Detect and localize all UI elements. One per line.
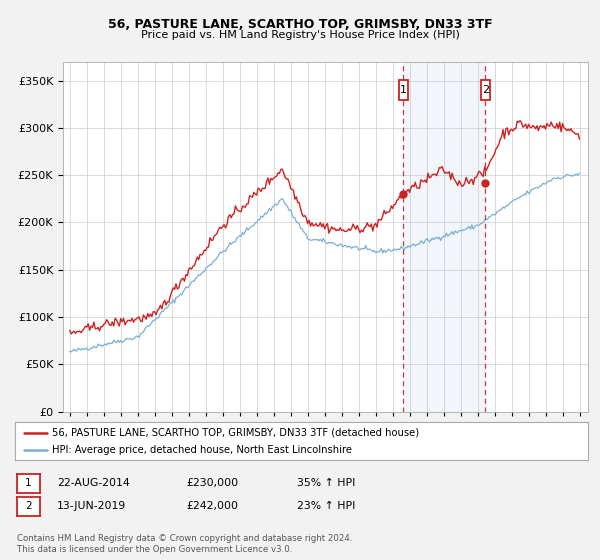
Text: 1: 1	[25, 478, 32, 488]
FancyBboxPatch shape	[399, 80, 408, 100]
Text: 1: 1	[400, 85, 407, 95]
Text: Contains HM Land Registry data © Crown copyright and database right 2024.
This d: Contains HM Land Registry data © Crown c…	[17, 534, 352, 554]
FancyBboxPatch shape	[481, 80, 490, 100]
Text: 13-JUN-2019: 13-JUN-2019	[57, 501, 126, 511]
Text: Price paid vs. HM Land Registry's House Price Index (HPI): Price paid vs. HM Land Registry's House …	[140, 30, 460, 40]
Text: HPI: Average price, detached house, North East Lincolnshire: HPI: Average price, detached house, Nort…	[52, 445, 352, 455]
Text: 56, PASTURE LANE, SCARTHO TOP, GRIMSBY, DN33 3TF: 56, PASTURE LANE, SCARTHO TOP, GRIMSBY, …	[107, 18, 493, 31]
Text: 23% ↑ HPI: 23% ↑ HPI	[297, 501, 355, 511]
Text: £242,000: £242,000	[186, 501, 238, 511]
Text: 35% ↑ HPI: 35% ↑ HPI	[297, 478, 355, 488]
Text: 22-AUG-2014: 22-AUG-2014	[57, 478, 130, 488]
Text: 2: 2	[482, 85, 489, 95]
Text: 56, PASTURE LANE, SCARTHO TOP, GRIMSBY, DN33 3TF (detached house): 56, PASTURE LANE, SCARTHO TOP, GRIMSBY, …	[52, 427, 419, 437]
Text: £230,000: £230,000	[186, 478, 238, 488]
Bar	[403, 62, 485, 412]
Text: 2: 2	[25, 501, 32, 511]
